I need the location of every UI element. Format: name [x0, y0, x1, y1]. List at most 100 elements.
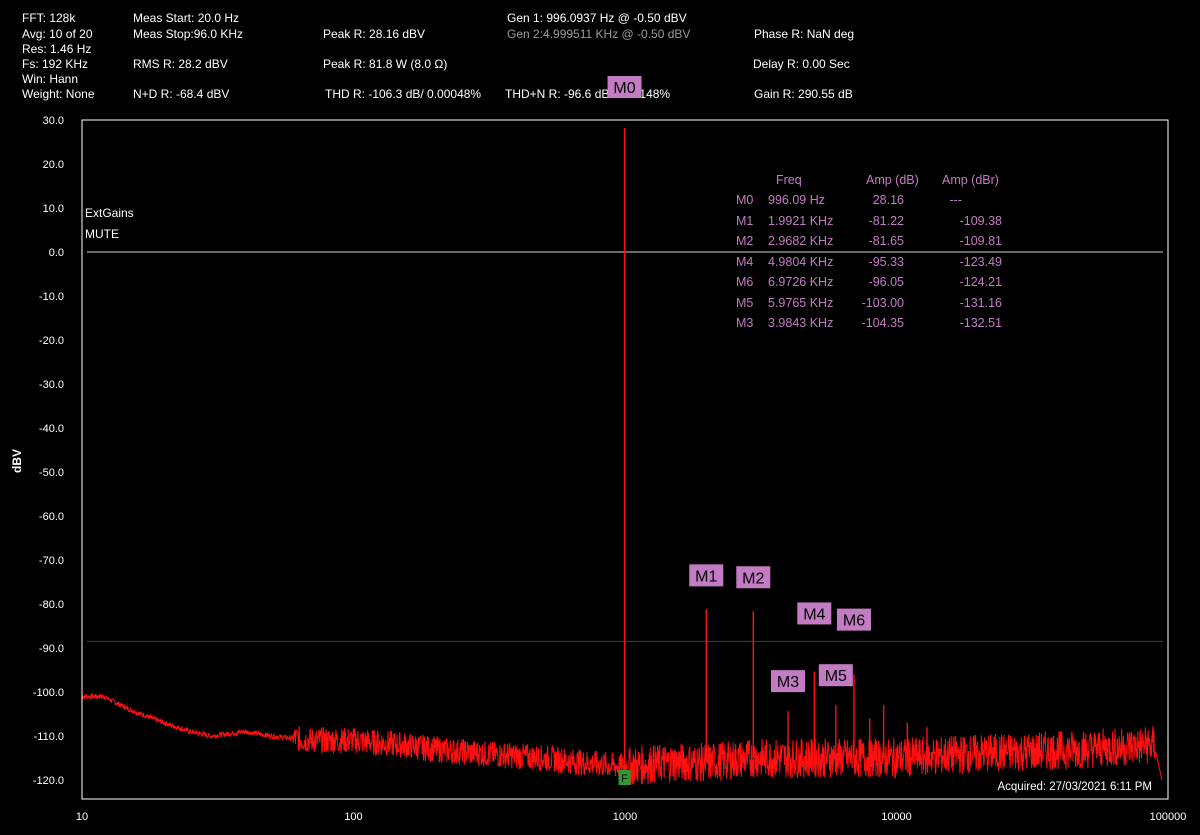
marker-m1[interactable]: M1: [689, 564, 724, 587]
extgains-label: ExtGains: [85, 206, 134, 220]
marker-box: [770, 670, 805, 693]
x-tick-label: 1000: [613, 811, 637, 823]
thd-readout: THD R: -106.3 dB/ 0.00048%: [325, 87, 482, 101]
marker-m2[interactable]: M2: [736, 566, 771, 589]
y-tick-label: 10.0: [43, 203, 64, 215]
marker-table-freq: 2.9682 KHz: [768, 234, 834, 248]
marker-table-id: M4: [736, 254, 754, 269]
marker-label: M4: [803, 606, 825, 623]
marker-m5[interactable]: M5: [818, 664, 853, 687]
resolution: Res: 1.46 Hz: [22, 42, 92, 56]
window-type: Win: Hann: [22, 72, 79, 86]
sample-rate: Fs: 192 KHz: [22, 57, 89, 71]
marker-box: [797, 602, 832, 625]
marker-table-amp: -95.33: [868, 254, 904, 269]
fundamental-flag-label: F: [621, 773, 628, 785]
marker-table-ampr: ---: [949, 193, 963, 207]
marker-box: [818, 664, 853, 687]
marker-table-id: M1: [736, 213, 754, 228]
peak-markers[interactable]: F M0 M1 M2 M3 M4 M5 M6: [607, 76, 871, 785]
marker-table-id: M2: [736, 234, 754, 248]
y-tick-label: 30.0: [43, 115, 64, 127]
marker-table-freq: 996.09 Hz: [768, 193, 825, 207]
marker-table-amp: -81.65: [868, 234, 904, 248]
x-tick-label: 10000: [881, 811, 912, 823]
noise-distortion-readout: N+D R: -68.4 dBV: [133, 87, 230, 101]
marker-label: M5: [825, 668, 847, 685]
marker-table-ampr: -131.16: [959, 295, 1002, 310]
meas-stop: Meas Stop:96.0 KHz: [133, 27, 244, 41]
mute-label: MUTE: [85, 227, 119, 241]
marker-m3[interactable]: M3: [770, 670, 805, 693]
y-tick-label: -40.0: [39, 423, 64, 435]
peak-dbv-readout: Peak R: 28.16 dBV: [323, 27, 426, 41]
marker-label: M0: [613, 80, 635, 97]
peak-watts-readout: Peak R: 81.8 W (8.0 Ω): [323, 57, 448, 71]
y-tick-label: -10.0: [39, 291, 64, 303]
marker-table-amp: -104.35: [861, 316, 904, 330]
marker-table-ampr: -124.21: [959, 275, 1002, 289]
marker-table-amp: -96.05: [868, 275, 904, 289]
marker-label: M1: [695, 568, 717, 585]
y-tick-label: -100.0: [33, 687, 64, 699]
marker-box: [736, 566, 771, 589]
marker-table-freq: 3.9843 KHz: [768, 316, 834, 330]
fft-size: FFT: 128k: [22, 11, 76, 25]
phase-readout: Phase R: NaN deg: [754, 27, 855, 41]
marker-table-amp: 28.16: [872, 193, 904, 207]
noise-floor-line: [81, 693, 1163, 786]
marker-box: [836, 608, 871, 631]
marker-table-freq: 4.9804 KHz: [768, 254, 834, 269]
generator-2: Gen 2:4.999511 KHz @ -0.50 dBV: [507, 27, 691, 41]
y-tick-label: -60.0: [39, 511, 64, 523]
y-tick-label: -80.0: [39, 599, 64, 611]
acquired-timestamp: Acquired: 27/03/2021 6:11 PM: [997, 781, 1152, 793]
marker-table-freq: 1.9921 KHz: [768, 213, 834, 228]
marker-m0[interactable]: M0: [607, 76, 642, 98]
marker-table-amp: -81.22: [868, 213, 904, 228]
marker-table-amp: -103.00: [861, 295, 904, 310]
marker-table-freq: 5.9765 KHz: [768, 295, 834, 310]
marker-table-ampr: -109.81: [959, 234, 1002, 248]
marker-m4[interactable]: M4: [797, 602, 832, 625]
marker-table-id: M3: [736, 316, 754, 330]
x-tick-label: 10: [76, 811, 88, 823]
y-tick-label: -50.0: [39, 467, 64, 479]
marker-table-ampr: -109.38: [959, 213, 1002, 228]
y-tick-label: -20.0: [39, 335, 64, 347]
marker-table-header-amp: Amp (dB): [866, 173, 919, 187]
marker-table-freq: 6.9726 KHz: [768, 275, 834, 289]
y-tick-label: -120.0: [33, 775, 64, 787]
marker-box: [607, 76, 642, 98]
marker-table-id: M6: [736, 275, 754, 289]
marker-table-id: M5: [736, 295, 754, 310]
y-tick-label: 20.0: [43, 159, 64, 171]
weighting: Weight: None: [22, 87, 95, 101]
axis-ticks: 30.0 20.0 10.0 0.0 -10.0 -20.0 -30.0 -40.0 -50.0…: [33, 115, 1187, 823]
spectrum-trace: [81, 128, 1163, 786]
marker-label: M3: [777, 674, 799, 691]
rms-readout: RMS R: 28.2 dBV: [133, 57, 228, 71]
y-tick-label: 0.0: [49, 247, 64, 259]
y-tick-label: -110.0: [34, 731, 64, 743]
fundamental-flag: [618, 770, 631, 785]
delay-readout: Delay R: 0.00 Sec: [753, 57, 850, 71]
x-tick-label: 100000: [1150, 811, 1187, 823]
marker-box: [689, 564, 724, 587]
marker-table-header-ampr: Amp (dBr): [942, 173, 999, 187]
y-axis-label: dBV: [10, 449, 24, 473]
marker-table-ampr: -123.49: [959, 254, 1002, 269]
marker-m6[interactable]: M6: [836, 608, 871, 631]
y-tick-label: -70.0: [39, 555, 64, 567]
marker-table-header-freq: Freq: [776, 173, 802, 187]
plot-frame: [81, 119, 1169, 800]
generator-1: Gen 1: 996.0937 Hz @ -0.50 dBV: [507, 11, 687, 25]
marker-label: M2: [742, 570, 764, 587]
averaging: Avg: 10 of 20: [22, 27, 93, 41]
y-tick-label: -30.0: [39, 379, 64, 391]
y-tick-label: -90.0: [39, 643, 64, 655]
marker-label: M6: [843, 613, 865, 630]
x-tick-label: 100: [344, 811, 362, 823]
meas-start: Meas Start: 20.0 Hz: [133, 11, 240, 25]
